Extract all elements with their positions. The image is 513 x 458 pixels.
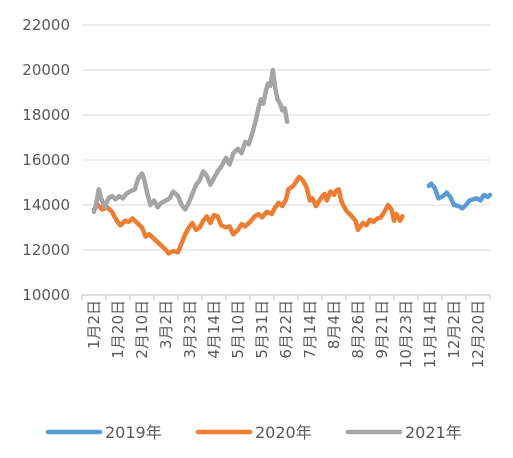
x-tick-label: 8月4日 <box>325 300 343 349</box>
x-tick-label: 10月23日 <box>397 300 415 368</box>
x-tick-label: 6月22日 <box>277 300 295 359</box>
x-tick-label: 1月2日 <box>85 300 103 349</box>
x-tick-label: 11月14日 <box>421 300 439 368</box>
legend: 2019年 2020年 2021年 <box>45 423 462 442</box>
series-line-1 <box>426 181 493 211</box>
x-tick-label: 12月20日 <box>469 300 487 368</box>
y-tick-label: 22000 <box>22 16 70 34</box>
x-tick-label: 4月14日 <box>205 300 223 359</box>
series-line-2 <box>91 174 405 256</box>
x-tick-label: 5月31日 <box>253 300 271 359</box>
legend-label-1: 2019年 <box>105 423 162 442</box>
y-tick-label: 14000 <box>22 196 70 214</box>
x-tick-label: 3月23日 <box>181 300 199 359</box>
y-tick-label: 16000 <box>22 151 70 169</box>
y-tick-label: 20000 <box>22 61 70 79</box>
x-tick-label: 3月2日 <box>157 300 175 349</box>
legend-label-2: 2020年 <box>255 423 312 442</box>
series-lines <box>91 67 493 256</box>
x-tick-label: 2月10日 <box>133 300 151 359</box>
x-tick-label: 1月20日 <box>109 300 127 359</box>
x-tick-label: 5月10日 <box>229 300 247 359</box>
series-line-3 <box>91 67 290 215</box>
x-tick-label: 12月2日 <box>445 300 463 359</box>
x-tick-label: 8月26日 <box>349 300 367 359</box>
y-tick-label: 18000 <box>22 106 70 124</box>
y-tick-label: 10000 <box>22 286 70 304</box>
x-tick-label: 7月14日 <box>301 300 319 359</box>
gridlines <box>82 24 490 296</box>
legend-label-3: 2021年 <box>405 423 462 442</box>
x-axis: 1月2日 1月20日 2月10日 3月2日 3月23日 4月14日 5月10日 5月31日 6月… <box>81 294 491 368</box>
x-tick-label: 9月21日 <box>373 300 391 359</box>
y-axis: 10000 12000 14000 16000 18000 20000 22000 <box>22 16 70 304</box>
y-tick-label: 12000 <box>22 241 70 259</box>
